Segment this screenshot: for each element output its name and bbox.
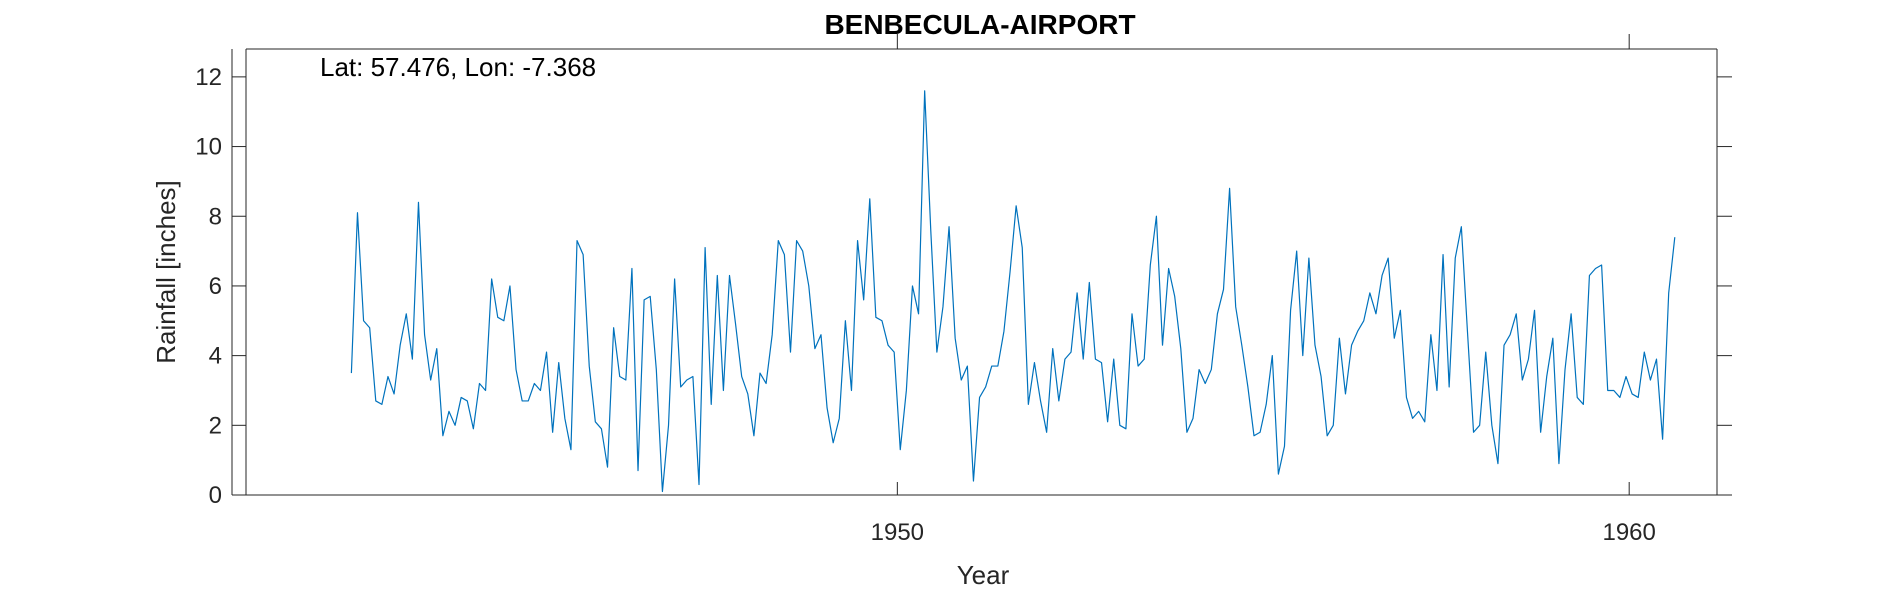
y-tick-label: 10 [195, 134, 222, 161]
y-tick-label: 4 [209, 343, 222, 370]
x-tick-label: 1960 [1602, 519, 1655, 546]
x-tick-label: 1950 [871, 519, 924, 546]
plot-area [231, 48, 1732, 496]
y-axis-label: Rainfall [inches] [151, 180, 181, 364]
series-layer [350, 90, 1676, 493]
x-axis-label: Year [957, 560, 1010, 590]
y-tick-label: 6 [209, 273, 222, 300]
rainfall-series-line [350, 90, 1676, 493]
y-tick-label: 0 [209, 482, 222, 509]
y-tick-label: 2 [209, 412, 222, 439]
y-axis-ticks: 0 2 4 6 8 10 12 [195, 64, 1732, 509]
y-tick-label: 12 [195, 64, 222, 91]
location-annotation: Lat: 57.476, Lon: -7.368 [320, 52, 596, 82]
y-tick-label: 8 [209, 203, 222, 230]
x-axis-ticks: 1950 1960 [871, 34, 1656, 546]
chart-title: BENBECULA-AIRPORT [824, 9, 1135, 40]
